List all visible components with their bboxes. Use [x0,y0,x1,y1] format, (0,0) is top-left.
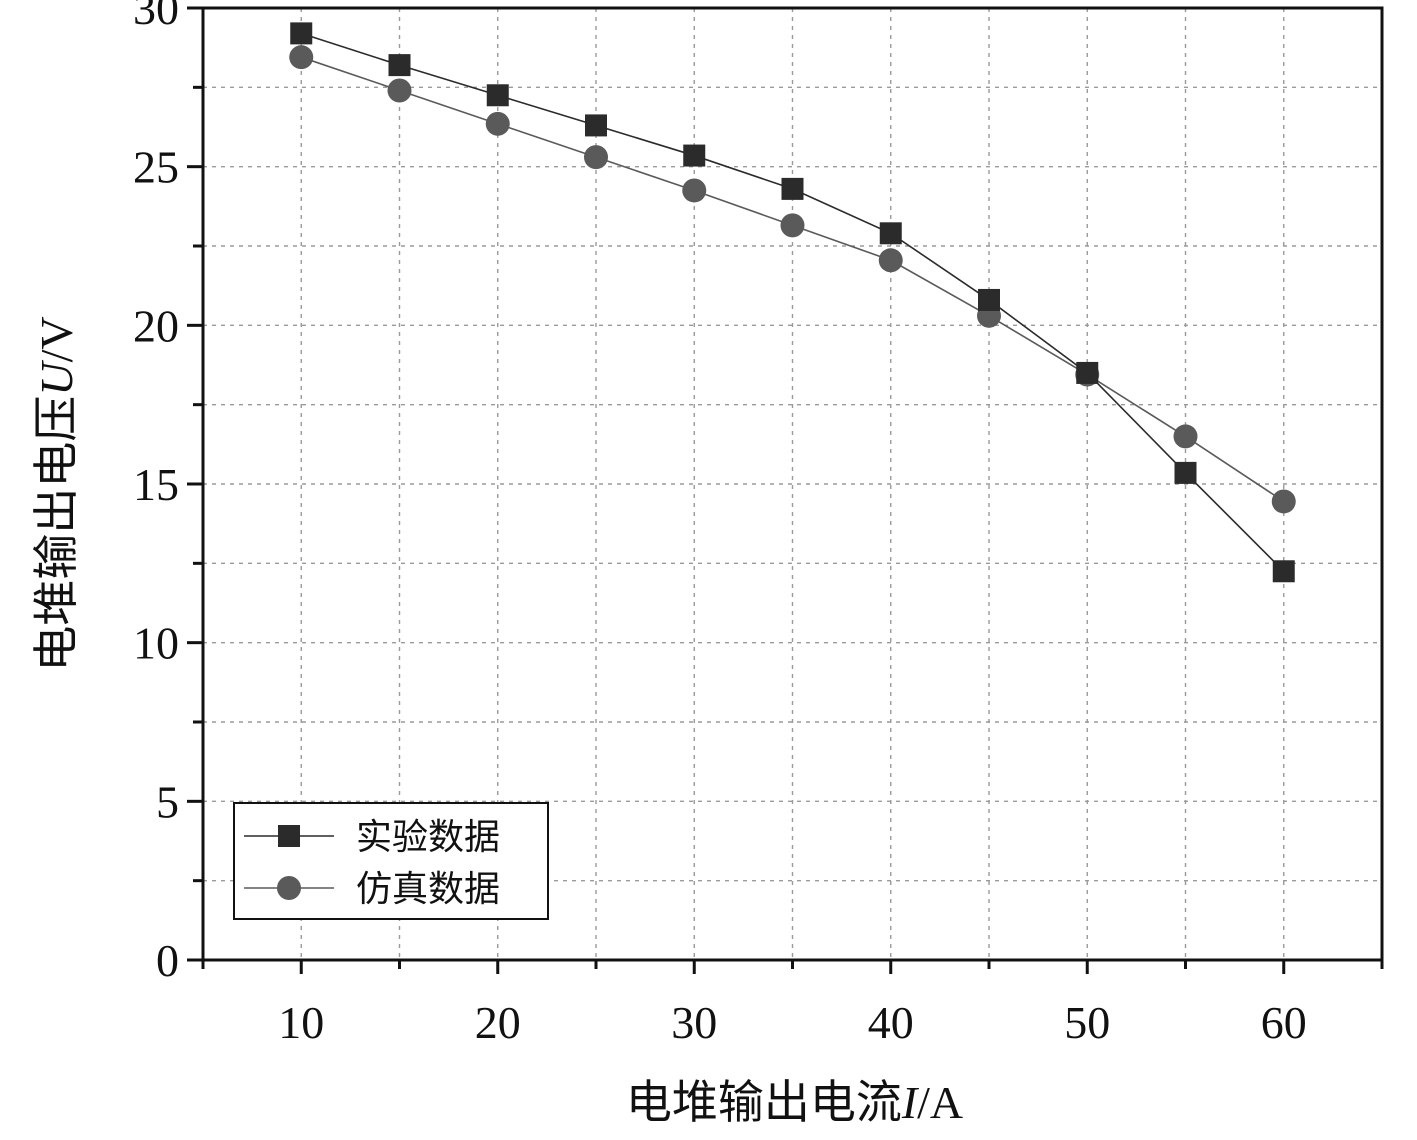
legend-marker [278,825,300,847]
axes: 10 20 30 40 50 60 0 5 10 15 20 25 30 [133,0,1384,1048]
x-tick-label: 30 [671,997,717,1048]
data-point [585,114,607,137]
y-tick-label: 20 [133,300,179,351]
data-point [290,22,313,45]
data-point [485,111,510,136]
legend-label: 仿真数据 [356,869,500,910]
y-tick-label: 30 [133,0,179,34]
data-point [683,144,706,167]
x-tick-label: 20 [475,997,521,1048]
data-point [781,177,804,200]
y-axis-title-var: U [31,360,82,396]
x-tick-label: 40 [868,997,914,1048]
data-point [584,145,608,170]
y-tick-label: 15 [133,459,179,510]
y-axis-title-prefix: 电堆输出电压 [29,396,83,672]
x-axis-title-unit: /A [917,1077,963,1128]
legend-marker [277,876,301,900]
x-axis-title: 电堆输出电流I/A [626,1075,963,1129]
y-tick-label: 10 [133,618,179,669]
data-point [1271,489,1296,514]
data-point [289,45,314,70]
y-tick-label: 25 [133,142,179,193]
y-tick-label: 0 [156,935,179,986]
data-point [682,178,707,203]
legend-entry: 实验数据 [244,817,500,858]
y-axis-title-unit: /V [31,316,82,362]
data-point [1272,560,1295,583]
x-tick-label: 60 [1261,997,1307,1048]
data-point [388,54,411,77]
data-point [780,213,805,238]
data-point [1174,461,1197,484]
x-tick-label: 50 [1064,997,1110,1048]
data-point [978,288,1000,311]
data-point [387,78,412,103]
data-point [1173,424,1198,449]
series-line [301,32,1285,572]
series-layer [289,22,1296,583]
x-axis-title-var: I [901,1077,920,1128]
x-axis-title-prefix: 电堆输出电流 [626,1075,902,1129]
legend-entry: 仿真数据 [244,869,500,910]
y-tick-label: 5 [156,776,179,827]
data-point [1076,361,1099,384]
data-point [486,84,509,107]
x-tick-label: 10 [278,997,324,1048]
grid-lines [203,8,1382,960]
data-point [878,248,903,273]
y-axis-title: 电堆输出电压U/V [29,316,83,671]
series-experimental [290,22,1295,583]
legend-label: 实验数据 [356,817,500,858]
data-point [879,222,902,245]
